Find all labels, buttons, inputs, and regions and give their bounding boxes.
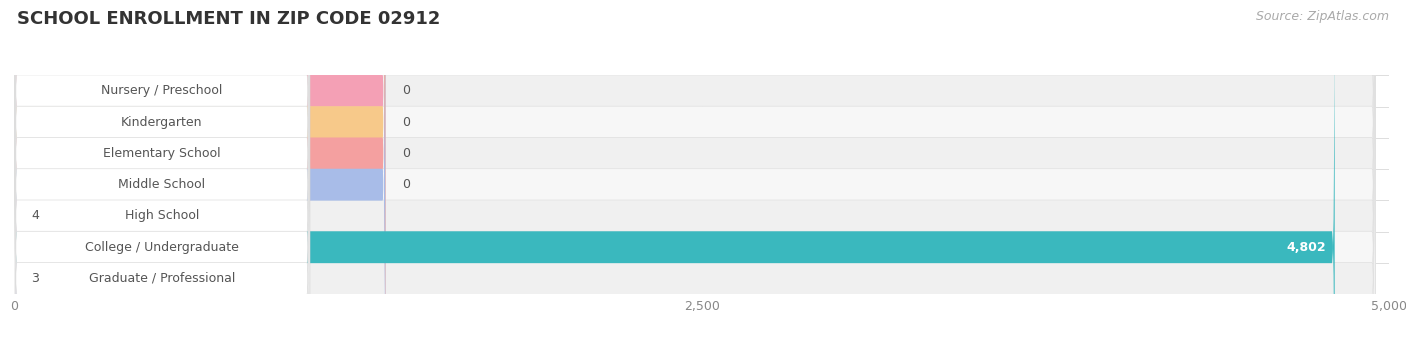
- FancyBboxPatch shape: [14, 0, 1375, 342]
- FancyBboxPatch shape: [14, 0, 1375, 342]
- Text: 0: 0: [402, 147, 409, 160]
- Text: 4,802: 4,802: [1286, 241, 1326, 254]
- Text: Elementary School: Elementary School: [103, 147, 221, 160]
- FancyBboxPatch shape: [14, 0, 309, 342]
- FancyBboxPatch shape: [14, 0, 309, 342]
- Text: Source: ZipAtlas.com: Source: ZipAtlas.com: [1256, 10, 1389, 23]
- FancyBboxPatch shape: [14, 0, 309, 342]
- Text: 0: 0: [402, 84, 409, 97]
- FancyBboxPatch shape: [14, 0, 1334, 342]
- FancyBboxPatch shape: [14, 0, 309, 342]
- FancyBboxPatch shape: [14, 0, 1375, 342]
- FancyBboxPatch shape: [14, 0, 385, 342]
- FancyBboxPatch shape: [14, 0, 1375, 342]
- FancyBboxPatch shape: [13, 0, 17, 342]
- Text: College / Undergraduate: College / Undergraduate: [84, 241, 239, 254]
- FancyBboxPatch shape: [14, 0, 385, 342]
- Text: High School: High School: [125, 209, 200, 222]
- Text: Middle School: Middle School: [118, 178, 205, 191]
- FancyBboxPatch shape: [14, 0, 309, 342]
- Text: SCHOOL ENROLLMENT IN ZIP CODE 02912: SCHOOL ENROLLMENT IN ZIP CODE 02912: [17, 10, 440, 28]
- Text: 0: 0: [402, 178, 409, 191]
- Text: 3: 3: [31, 272, 39, 285]
- FancyBboxPatch shape: [14, 0, 1375, 342]
- Text: 0: 0: [402, 116, 409, 129]
- FancyBboxPatch shape: [14, 0, 309, 342]
- FancyBboxPatch shape: [13, 0, 17, 342]
- FancyBboxPatch shape: [14, 0, 309, 342]
- Text: 4: 4: [32, 209, 39, 222]
- Text: Kindergarten: Kindergarten: [121, 116, 202, 129]
- Text: Nursery / Preschool: Nursery / Preschool: [101, 84, 222, 97]
- FancyBboxPatch shape: [14, 0, 385, 342]
- FancyBboxPatch shape: [14, 0, 1375, 342]
- FancyBboxPatch shape: [14, 0, 1375, 342]
- Text: Graduate / Professional: Graduate / Professional: [89, 272, 235, 285]
- FancyBboxPatch shape: [14, 0, 385, 342]
